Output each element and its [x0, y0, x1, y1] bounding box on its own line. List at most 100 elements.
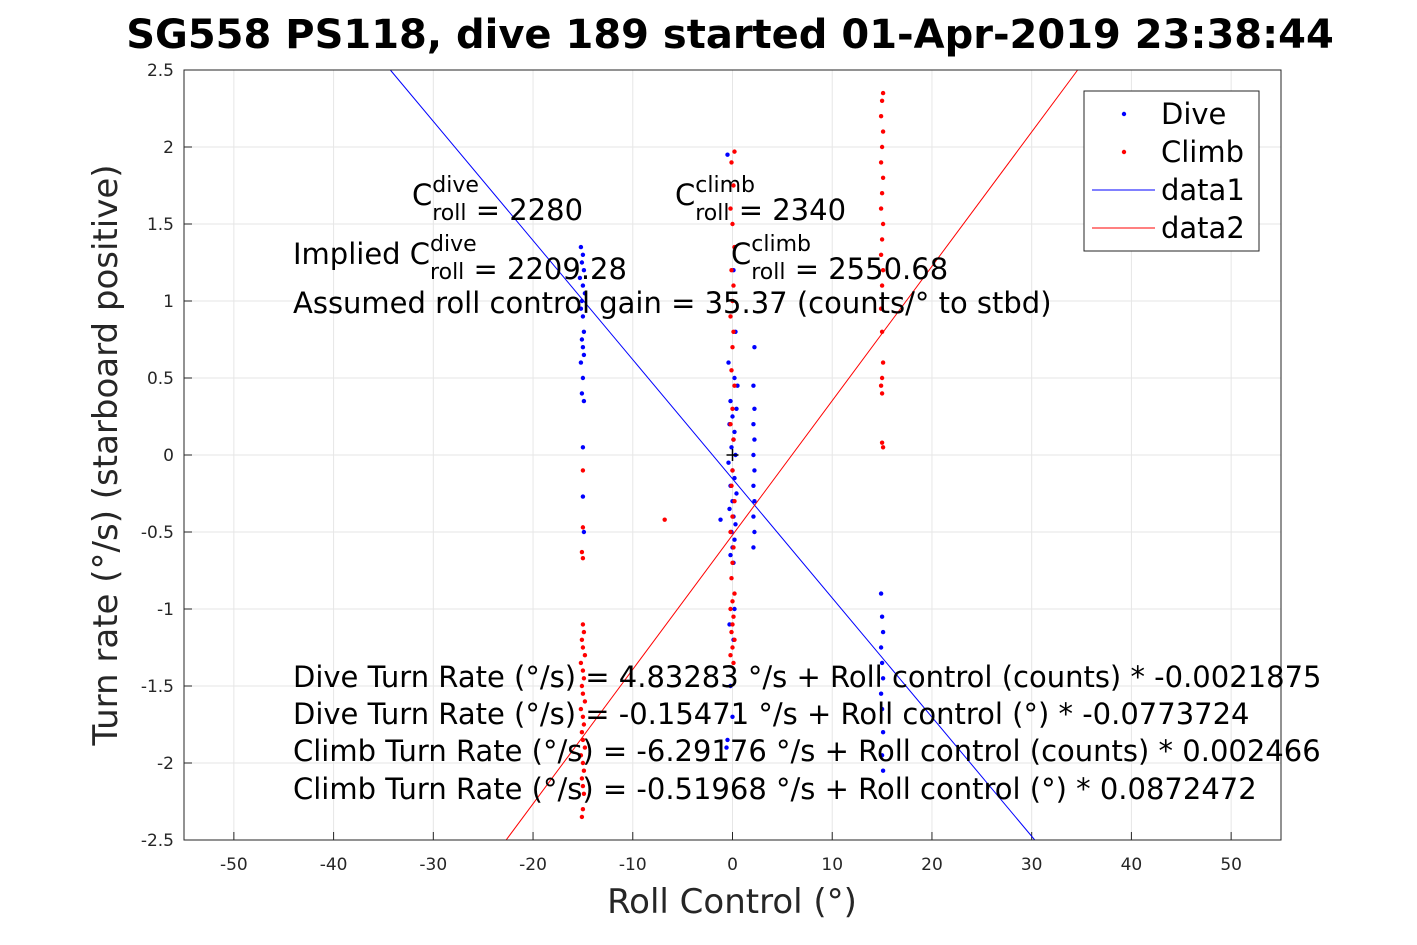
x-tick-label: 10 — [821, 855, 843, 875]
climb-point — [731, 660, 736, 666]
annotation-text: Dive Turn Rate (°/s) = 4.83283 °/s + Rol… — [293, 660, 1321, 694]
climb-point — [581, 676, 587, 681]
climb-point — [728, 606, 733, 612]
dive-point — [579, 260, 585, 265]
dive-point — [879, 753, 885, 758]
legend-box — [1083, 90, 1260, 252]
annotation-text: Dive Turn Rate (°/s) = -0.15471 °/s + Ro… — [293, 697, 1250, 731]
climb-point — [730, 560, 735, 565]
dive-point — [724, 745, 729, 750]
dive-point — [581, 329, 587, 334]
climb-point — [878, 306, 884, 311]
annotation-text-part: C — [731, 237, 751, 271]
y-tick-label: -2.5 — [141, 831, 174, 851]
climb-point — [580, 555, 586, 561]
dive-point — [579, 391, 585, 396]
annotation-superscript: climb — [751, 232, 811, 257]
climb-point — [878, 160, 884, 165]
climb-point — [729, 368, 734, 373]
climb-point — [580, 783, 586, 789]
annotation-text: Climb Turn Rate (°/s) = -0.51968 °/s + R… — [293, 772, 1257, 806]
dive-point — [581, 529, 587, 535]
y-tick-label: -1.5 — [141, 677, 174, 697]
climb-point — [728, 422, 733, 427]
climb-point — [579, 549, 585, 555]
annotation-text-part: Climb Turn Rate (°/s) = -6.29176 °/s + R… — [293, 734, 1321, 768]
dive-point — [732, 537, 737, 542]
climb-point — [880, 445, 886, 450]
dive-point — [733, 522, 738, 527]
climb-point — [879, 440, 885, 445]
climb-point — [580, 622, 586, 627]
dive-point — [752, 345, 757, 350]
dive-point — [751, 383, 756, 388]
dive-point — [730, 714, 735, 719]
climb-point — [578, 753, 584, 758]
climb-point — [879, 144, 885, 150]
y-tick-labels: -2.5 -2 -1.5 -1 -0.5 0 0.5 1 1.5 2 2.5 — [141, 61, 174, 851]
climb-point — [582, 699, 588, 704]
axes-box — [183, 69, 1282, 841]
climb-point — [580, 645, 586, 650]
climb-point — [580, 525, 586, 530]
annotation-text-part: = 2280 — [467, 193, 584, 227]
dive-point — [730, 414, 735, 419]
dive-point — [732, 375, 737, 381]
dive-point — [729, 445, 734, 450]
climb-point — [581, 629, 587, 635]
dive-point — [752, 406, 757, 411]
climb-point — [662, 517, 667, 522]
climb-point — [580, 668, 586, 673]
x-tick-label: 0 — [727, 855, 738, 875]
annotation-text-part: = 2209.28 — [464, 252, 627, 286]
annotation-subscript: roll — [751, 260, 785, 285]
dive-point — [878, 591, 884, 596]
dive-point — [728, 398, 733, 404]
x-tick-label: 30 — [1021, 855, 1043, 875]
y-tick-label: 0.5 — [147, 369, 174, 389]
climb-point — [879, 98, 885, 104]
legend-marker-dive — [1121, 111, 1127, 117]
annotation-text: Cclimb roll = 2550.68 — [731, 232, 948, 286]
dive-point — [751, 514, 756, 519]
dive-point — [880, 676, 886, 681]
climb-point — [731, 614, 736, 619]
dive-point — [752, 529, 757, 535]
annotation-text: Implied Cdive roll = 2209.28 — [293, 232, 627, 286]
y-tick-label: -1 — [157, 600, 174, 620]
y-tick-label: 1.5 — [147, 215, 174, 235]
climb-point — [731, 437, 736, 442]
climb-point — [730, 622, 735, 627]
climb-point — [880, 90, 886, 96]
climb-point — [731, 183, 736, 188]
climb-point — [879, 191, 885, 196]
legend-label-climb: Climb — [1161, 135, 1244, 169]
climb-point — [731, 545, 736, 550]
climb-point — [579, 637, 585, 642]
climb-point — [878, 206, 884, 211]
dive-point — [578, 306, 584, 311]
climb-point — [582, 745, 588, 750]
data2-fit-line — [505, 69, 1079, 841]
x-tick-label: -50 — [220, 855, 248, 875]
dive-point — [751, 545, 756, 550]
climb-point — [730, 298, 735, 304]
origin-marker — [726, 449, 739, 461]
climb-point — [730, 514, 735, 519]
fit-lines — [389, 69, 1079, 841]
dive-point — [726, 460, 731, 465]
climb-point — [728, 653, 733, 658]
climb-point — [728, 314, 733, 319]
legend-label-data2: data2 — [1161, 211, 1245, 245]
dive-point — [732, 429, 737, 435]
x-axis-label: Roll Control (°) — [607, 882, 857, 922]
dive-point — [880, 768, 886, 773]
dive-point — [734, 406, 739, 411]
x-tick-label: 20 — [921, 855, 943, 875]
x-tick-label: -10 — [619, 855, 647, 875]
dive-point — [718, 517, 723, 522]
annotation-text-part: Dive Turn Rate (°/s) = 4.83283 °/s + Rol… — [293, 660, 1321, 694]
climb-point — [732, 149, 737, 154]
dive-point — [581, 398, 587, 404]
annotations: Cdive roll = 2280 Cclimb roll = 2340 Implied… — [293, 173, 1321, 806]
